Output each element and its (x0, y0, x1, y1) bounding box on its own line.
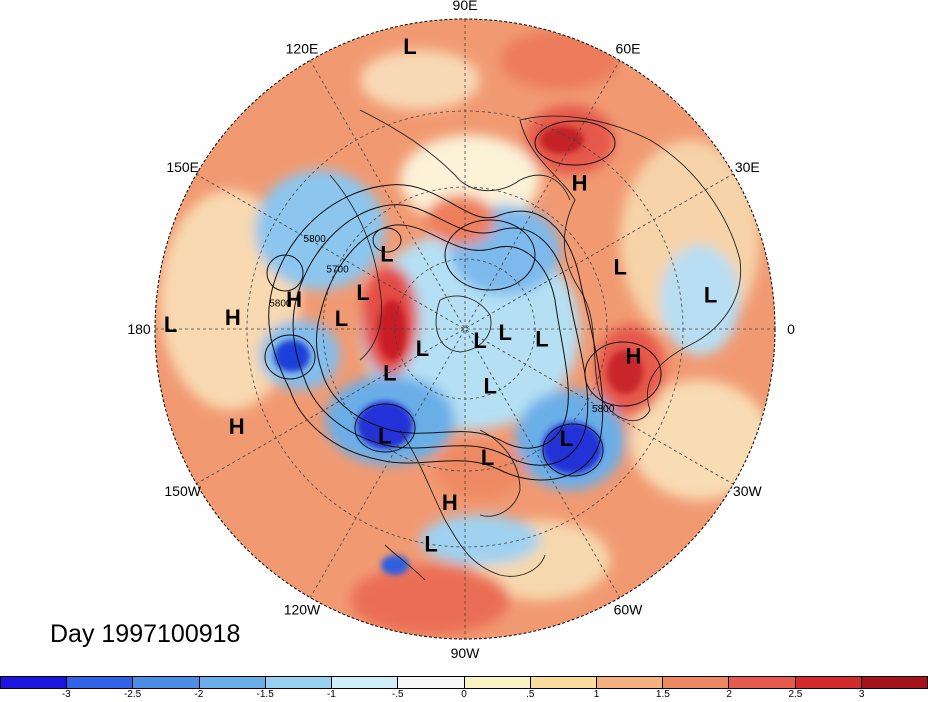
high-pressure-label: H (286, 287, 302, 312)
lon-label-30W: 30W (733, 483, 763, 499)
low-pressure-label: L (335, 306, 348, 331)
colorbar-swatch (265, 677, 333, 688)
low-pressure-label: L (416, 336, 429, 361)
low-pressure-label: L (535, 326, 548, 351)
colorbar-swatch (663, 677, 730, 688)
low-pressure-label: L (378, 423, 391, 448)
lon-label-150E: 150E (166, 159, 199, 175)
colorbar-swatch (398, 677, 465, 688)
contour-label: 5700 (326, 264, 349, 275)
low-pressure-label: L (704, 282, 717, 307)
contour-label: 5800 (592, 404, 615, 415)
colorbar: -3 -2.5 -2 -1.5 -1 -.5 0 .5 1 1.5 2 2.5 3 (0, 676, 928, 702)
low-pressure-label: L (498, 320, 511, 345)
low-pressure-label: L (560, 426, 573, 451)
colorbar-swatch (861, 677, 928, 688)
coastlines (329, 109, 742, 581)
colorbar-swatch (530, 677, 597, 688)
colorbar-tick-label: -.5 (391, 689, 404, 700)
colorbar-tick-label: 1.5 (655, 689, 670, 700)
map-title: Day 1997100918 (50, 620, 241, 648)
colorbar-swatch (795, 677, 862, 688)
colorbar-swatches (0, 676, 928, 689)
colorbar-swatch (596, 677, 664, 688)
anomaly-field (155, 19, 775, 639)
colorbar-tick-label: -1.5 (256, 689, 274, 700)
colorbar-swatch (1, 677, 68, 688)
colorbar-tick-label: 0 (461, 689, 467, 700)
colorbar-swatch (464, 677, 531, 688)
colorbar-swatch (133, 677, 200, 688)
colorbar-tick-label: -3 (61, 689, 71, 700)
lon-label-150W: 150W (164, 483, 201, 499)
colorbar-swatch (199, 677, 266, 688)
high-pressure-label: H (572, 170, 588, 195)
colorbar-tick-label: 2.5 (788, 689, 803, 700)
height-contours (264, 120, 662, 481)
lon-label-90W: 90W (451, 645, 481, 661)
colorbar-ticks: -3 -2.5 -2 -1.5 -1 -.5 0 .5 1 1.5 2 2.5 3 (0, 689, 928, 702)
low-pressure-label: L (383, 360, 396, 385)
map-boundary (154, 18, 776, 640)
high-pressure-label: H (225, 305, 241, 330)
colorbar-tick-label: -1 (326, 689, 336, 700)
colorbar-swatch (67, 677, 134, 688)
high-pressure-label: H (625, 344, 641, 369)
low-pressure-label: L (403, 34, 416, 59)
lon-label-120E: 120E (286, 40, 319, 56)
lon-label-90E: 90E (453, 0, 478, 13)
colorbar-tick-label: 2 (726, 689, 732, 700)
lon-label-120W: 120W (284, 602, 321, 618)
low-pressure-label: L (380, 242, 393, 267)
low-pressure-label: L (481, 445, 494, 470)
polar-map: 90E 60E 30E 0 30W 60W 90W 120W 150W 180 150E 120E 5… (127, 0, 795, 661)
low-pressure-label: L (424, 531, 437, 556)
low-pressure-label: L (356, 280, 369, 305)
longitude-labels: 90E 60E 30E 0 30W 60W 90W 120W 150W 180 150E 120E (127, 0, 795, 661)
high-pressure-label: H (229, 414, 245, 439)
colorbar-tick-label: 1 (593, 689, 600, 700)
lon-label-30E: 30E (735, 159, 760, 175)
lon-label-180: 180 (127, 321, 151, 337)
lon-label-0: 0 (787, 321, 795, 337)
low-pressure-label: L (613, 254, 626, 279)
low-pressure-label: L (483, 374, 496, 399)
high-pressure-label: H (442, 490, 458, 515)
lon-label-60W: 60W (614, 602, 644, 618)
colorbar-swatch (729, 677, 796, 688)
contour-label: 5800 (304, 234, 327, 245)
colorbar-tick-label: .5 (526, 689, 535, 700)
colorbar-swatch (332, 677, 399, 688)
lon-label-60E: 60E (616, 40, 641, 56)
colorbar-tick-label: -2.5 (123, 689, 142, 700)
low-pressure-label: L (164, 312, 177, 337)
contour-labels: 5800 5700 5800 5800 (269, 234, 614, 415)
graticule (155, 19, 775, 639)
low-pressure-label: L (473, 328, 486, 353)
contour-label: 5800 (269, 298, 292, 309)
colorbar-tick-label: 3 (858, 689, 865, 700)
colorbar-tick-label: -2 (194, 689, 204, 700)
